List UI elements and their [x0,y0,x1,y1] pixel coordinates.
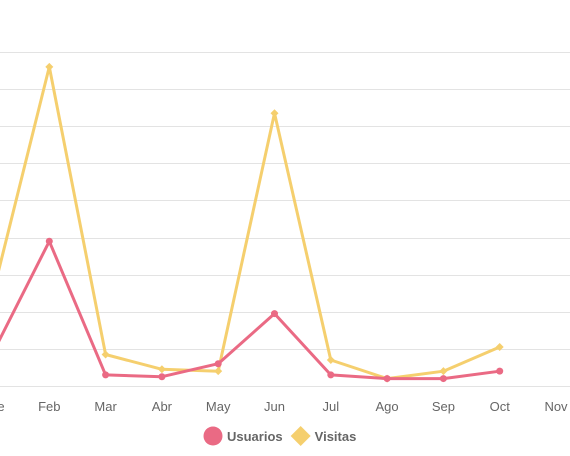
series-line [0,65,501,381]
data-point[interactable] [496,367,504,375]
x-tick-label: Ene [0,399,5,414]
x-tick-label: Nov [544,399,568,414]
x-tick-label: Mar [94,399,117,414]
x-tick-label: Jun [264,399,285,414]
grid-lines [0,52,570,387]
data-point[interactable] [383,375,391,383]
data-point[interactable] [214,367,223,376]
data-point[interactable] [45,237,53,245]
data-point[interactable] [214,360,222,368]
data-point[interactable] [102,371,110,379]
legend-label: Visitas [315,429,357,444]
data-point[interactable] [101,350,110,359]
x-tick-label: Ago [376,399,399,414]
x-tick-label: Jul [322,399,339,414]
legend-label: Usuarios [227,429,283,444]
data-point[interactable] [270,109,279,118]
x-tick-label: Sep [432,399,455,414]
legend-item-usuarios[interactable]: Usuarios [203,426,283,446]
data-point[interactable] [158,373,166,381]
x-tick-label: Abr [152,399,173,414]
legend: Usuarios Visitas [203,426,357,446]
data-point[interactable] [439,367,448,376]
series-visitas [0,62,504,383]
x-axis-ticks: Ene Feb Mar Abr May Jun Jul Ago Sep Oct Nov [0,399,568,414]
legend-item-visitas[interactable]: Visitas [290,426,357,446]
data-point[interactable] [327,371,335,379]
data-point[interactable] [495,343,504,352]
legend-diamond-icon [290,426,311,446]
legend-circle-icon [203,426,223,446]
data-point[interactable] [271,310,278,318]
x-tick-label: Oct [490,399,511,414]
series-group [0,62,504,383]
data-point[interactable] [326,356,335,365]
series-line [0,239,500,381]
x-tick-label: May [206,399,231,414]
data-point[interactable] [439,375,447,383]
x-tick-label: Feb [38,399,60,414]
data-point[interactable] [157,365,166,374]
data-point[interactable] [45,62,54,71]
series-usuarios [0,237,504,383]
